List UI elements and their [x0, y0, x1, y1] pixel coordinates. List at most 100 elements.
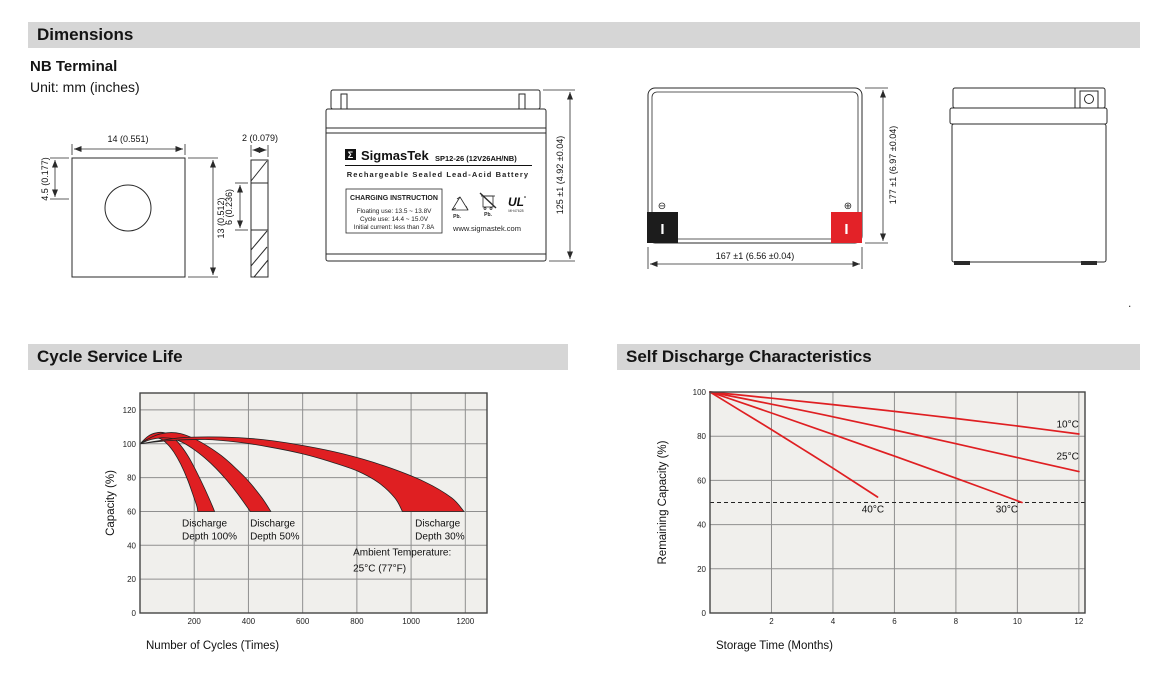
side-terminal-hole — [1084, 94, 1094, 104]
svg-text:120: 120 — [123, 406, 137, 415]
battery-body — [325, 108, 547, 262]
charging-line-3: Initial current: less than 7.8A — [354, 224, 435, 231]
terminal-detail-drawing: 14 (0.551) 13 (0.512) 4.5 (0.177) 2 (0.0… — [40, 133, 278, 278]
website-text: www.sigmastek.com — [452, 224, 521, 233]
nb-terminal-heading: NB Terminal — [30, 58, 118, 75]
dim-battery-total-height: 177 ±1 (6.97 ±0.04) — [888, 126, 898, 204]
svg-text:Storage Time (Months): Storage Time (Months) — [716, 640, 833, 652]
svg-text:20: 20 — [127, 575, 136, 584]
svg-text:Pb.: Pb. — [484, 212, 492, 218]
unit-note: Unit: mm (inches) — [30, 79, 140, 95]
svg-text:0: 0 — [702, 609, 707, 618]
dim-battery-length: 167 ±1 (6.56 ±0.04) — [716, 251, 794, 261]
svg-text:Remaining Capacity (%): Remaining Capacity (%) — [657, 440, 669, 564]
terminal-hole — [104, 184, 152, 232]
charging-instruction-box — [345, 188, 443, 234]
svg-text:Depth 30%: Depth 30% — [415, 532, 465, 543]
battery-post-right — [518, 93, 526, 110]
svg-text:20: 20 — [697, 565, 706, 574]
svg-text:12: 12 — [1074, 617, 1083, 626]
section-header-self-discharge: Self Discharge Characteristics — [617, 344, 1140, 370]
terminal-side-dim-lines — [235, 145, 269, 231]
minus-terminal-symbol: ⊖ — [658, 201, 666, 212]
dim-terminal-height: 13 (0.512) — [216, 197, 226, 238]
svg-text:Pb.: Pb. — [453, 214, 461, 220]
svg-text:800: 800 — [350, 617, 364, 626]
terminal-side-view — [250, 159, 269, 278]
dim-terminal-hole-height: 6 (0.236) — [224, 189, 234, 225]
svg-text:40: 40 — [697, 521, 706, 530]
section-title-cycle-life: Cycle Service Life — [37, 347, 183, 366]
svg-text:Depth 100%: Depth 100% — [182, 532, 237, 543]
model-number: SP12-26 (12V26AH/NB) — [435, 154, 517, 163]
svg-text:200: 200 — [188, 617, 202, 626]
battery-lid — [330, 89, 541, 110]
svg-text:UL: UL — [508, 195, 524, 209]
dim-terminal-offset: 4.5 (0.177) — [40, 157, 50, 201]
dim-battery-height: 125 ±1 (4.92 ±0.04) — [555, 136, 565, 214]
pb-recycle-icon: Pb. — [451, 196, 469, 220]
plus-terminal-symbol: ⊕ — [844, 201, 852, 212]
battery-top-view-drawing: ⊖ ⊕ I I 167 ±1 (6.56 ±0.04) 177 ±1 (6.97… — [647, 87, 898, 269]
positive-terminal-mark: I — [844, 221, 848, 238]
negative-terminal-block — [647, 212, 678, 243]
battery-post-left — [340, 93, 348, 110]
top-view-dim-lines — [647, 87, 888, 269]
charging-line-1: Floating use: 13.5 ~ 13.8V — [357, 208, 433, 215]
svg-text:6: 6 — [892, 617, 897, 626]
svg-text:Ambient Temperature:: Ambient Temperature: — [353, 547, 451, 558]
terminal-front-dim-lines — [50, 144, 218, 278]
svg-text:600: 600 — [296, 617, 310, 626]
stray-period: . — [1128, 296, 1132, 310]
svg-text:10: 10 — [1013, 617, 1022, 626]
negative-terminal-mark: I — [660, 221, 664, 238]
dim-terminal-width: 14 (0.551) — [107, 134, 148, 144]
cycle-service-life-chart: 200 400 600 800 1000 1200 0 20 40 60 80 100 120 Disch… — [105, 392, 488, 652]
brand-name: SigmasTek — [361, 148, 429, 163]
svg-text:2: 2 — [769, 617, 774, 626]
charging-line-2: Cycle use: 14.4 ~ 15.0V — [360, 216, 429, 223]
section-title-dimensions: Dimensions — [37, 25, 134, 44]
side-body — [951, 123, 1107, 263]
svg-text:8: 8 — [954, 617, 959, 626]
svg-text:40°C: 40°C — [862, 504, 884, 515]
ul-file-number: MH47628 — [508, 209, 523, 213]
self-discharge-chart: 2 4 6 8 10 12 0 20 40 60 80 100 10°C 25°C 40°C 30°C Stor… — [657, 388, 1086, 652]
svg-text:0: 0 — [132, 609, 137, 618]
svg-text:100: 100 — [123, 440, 137, 449]
svg-text:Number of Cycles (Times): Number of Cycles (Times) — [146, 640, 279, 652]
front-height-dim-lines — [543, 89, 575, 262]
battery-type-label: Rechargeable Sealed Lead-Acid Battery — [347, 170, 529, 179]
svg-text:100: 100 — [693, 388, 707, 397]
terminal-front-view — [71, 157, 186, 278]
section-title-self-discharge: Self Discharge Characteristics — [626, 347, 872, 366]
svg-text:1000: 1000 — [402, 617, 420, 626]
battery-front-view-drawing: Σ SigmasTek SP12-26 (12V26AH/NB) Recharg… — [325, 89, 575, 262]
svg-text:30°C: 30°C — [996, 504, 1018, 515]
svg-text:4: 4 — [831, 617, 836, 626]
section-header-cycle-life: Cycle Service Life — [28, 344, 568, 370]
svg-text:25°C: 25°C — [1057, 451, 1079, 462]
ul-mark-icon: UL MH47628 — [508, 195, 526, 213]
dim-terminal-thickness: 2 (0.079) — [242, 133, 278, 143]
svg-text:80: 80 — [697, 432, 706, 441]
sigma-logo-icon: Σ — [348, 150, 354, 160]
brand-logo-box — [345, 149, 356, 160]
svg-text:Discharge: Discharge — [250, 519, 295, 530]
svg-text:80: 80 — [127, 474, 136, 483]
svg-text:60: 60 — [697, 476, 706, 485]
svg-text:Discharge: Discharge — [415, 519, 460, 530]
side-terminal-box — [1079, 90, 1099, 109]
battery-side-view-drawing — [949, 87, 1108, 265]
positive-terminal-block — [831, 212, 862, 243]
svg-text:10°C: 10°C — [1057, 419, 1079, 430]
svg-text:40: 40 — [127, 541, 136, 550]
pb-disposal-bin-icon: Pb. — [479, 192, 497, 218]
side-foot-right — [1081, 261, 1097, 265]
charging-instruction-title: CHARGING INSTRUCTION — [350, 195, 438, 202]
side-foot-left — [954, 261, 970, 265]
svg-text:Discharge: Discharge — [182, 519, 227, 530]
section-header-dimensions: Dimensions — [28, 22, 1140, 48]
svg-text:60: 60 — [127, 507, 136, 516]
